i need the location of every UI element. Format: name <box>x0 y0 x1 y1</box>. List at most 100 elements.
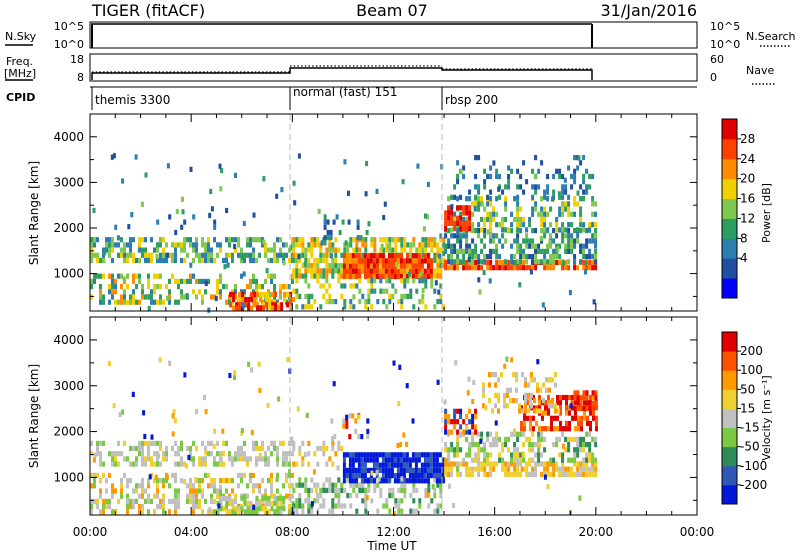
velocity-cell <box>556 415 559 421</box>
velocity-cell <box>180 478 183 484</box>
power-cell <box>439 268 443 274</box>
power-cell <box>304 257 308 264</box>
power-cell <box>249 252 252 258</box>
power-cell <box>168 214 172 220</box>
power-cell <box>195 237 198 243</box>
power-cell <box>159 252 162 258</box>
velocity-cell <box>403 493 407 499</box>
velocity-cell <box>594 395 598 401</box>
velocity-cell <box>458 432 462 438</box>
velocity-cell <box>465 425 468 431</box>
velocity-cell <box>439 487 443 493</box>
velocity-cell <box>207 440 210 446</box>
velocity-cell <box>549 471 553 477</box>
power-cell <box>573 168 577 174</box>
power-cell <box>579 216 583 223</box>
freq-panel: Freq. [MHz] 18 8 60 0 Nave <box>4 53 776 85</box>
velocity-cell <box>402 462 406 468</box>
power-cell <box>421 293 425 299</box>
velocity-cell <box>541 415 544 421</box>
velocity-cell <box>387 467 391 473</box>
velocity-cell <box>579 466 583 472</box>
velocity-cell <box>162 456 165 462</box>
power-cell <box>295 252 299 258</box>
velocity-cell <box>582 442 586 448</box>
power-cell <box>340 283 344 289</box>
velocity-cell <box>148 474 152 480</box>
power-cell <box>123 289 126 295</box>
power-cell <box>594 222 598 228</box>
velocity-cell <box>354 457 358 463</box>
velocity-cell <box>231 488 234 494</box>
power-cell <box>412 242 416 248</box>
power-cell <box>150 237 153 243</box>
velocity-cell <box>348 467 352 473</box>
velocity-cell <box>354 473 358 479</box>
velocity-cell <box>117 498 120 504</box>
velocity-cell <box>385 498 389 504</box>
power-cell <box>183 242 186 248</box>
velocity-cell <box>120 493 123 499</box>
power-cell <box>325 299 329 305</box>
power-cell <box>433 304 437 310</box>
velocity-cell <box>450 447 454 453</box>
power-cell <box>126 284 129 290</box>
power-cell <box>375 258 379 264</box>
power-cell <box>417 253 421 259</box>
power-cell <box>552 189 556 195</box>
freq-tick-bottom: 8 <box>77 71 84 84</box>
velocity-cell <box>192 498 195 504</box>
velocity-cell <box>585 461 589 467</box>
power-cell <box>588 248 592 254</box>
velocity-cell <box>138 451 141 457</box>
velocity-cell <box>90 498 93 504</box>
velocity-cell <box>546 484 550 490</box>
velocity-cell <box>432 457 436 463</box>
velocity-cell <box>540 431 544 437</box>
power-cell <box>274 302 278 308</box>
velocity-cell <box>328 508 332 514</box>
velocity-cell <box>543 471 547 477</box>
velocity-cell <box>591 452 595 458</box>
velocity-cell <box>249 456 252 462</box>
title-left: TIGER (fitACF) <box>91 1 205 20</box>
velocity-cell <box>507 461 511 467</box>
power-cell <box>322 268 326 274</box>
power-cell <box>366 268 370 274</box>
velocity-cell <box>153 493 156 499</box>
velocity-colorbar-block <box>722 446 737 467</box>
power-cell <box>534 248 538 254</box>
velocity-cell <box>488 372 491 378</box>
power-cell <box>265 268 269 274</box>
velocity-cell <box>418 503 422 509</box>
velocity-cell <box>367 487 371 493</box>
velocity-cell <box>159 445 162 452</box>
velocity-cell <box>573 390 577 396</box>
power-cell <box>307 263 311 269</box>
velocity-cell <box>530 372 533 378</box>
power-cell <box>426 273 430 280</box>
power-cell <box>141 252 144 258</box>
velocity-cell <box>595 405 598 411</box>
velocity-cell <box>432 462 436 468</box>
power-colorbar-block <box>722 158 737 180</box>
velocity-cell <box>102 472 105 478</box>
velocity-cell <box>420 462 424 468</box>
velocity-cell <box>398 364 402 370</box>
velocity-cell <box>546 471 550 477</box>
velocity-cell <box>529 415 532 421</box>
velocity-cell <box>394 503 398 509</box>
x-tick-label: 00:00 <box>73 525 108 539</box>
velocity-cell <box>132 445 135 452</box>
velocity-cell <box>433 493 437 499</box>
velocity-cell <box>156 493 159 499</box>
velocity-cell <box>120 478 123 484</box>
power-cell <box>555 216 559 223</box>
velocity-cell <box>114 488 117 494</box>
velocity-cell <box>507 436 511 442</box>
velocity-cell <box>573 461 577 467</box>
velocity-cell <box>276 488 279 494</box>
velocity-cell <box>504 471 508 477</box>
power-cell <box>192 257 195 264</box>
power-cell <box>253 297 257 303</box>
